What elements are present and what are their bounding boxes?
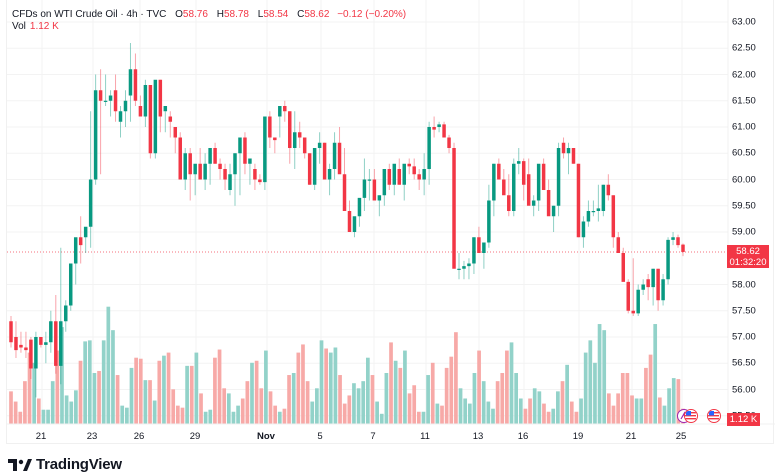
close-label: C	[297, 9, 305, 20]
price-tick-label: 60.00	[732, 174, 756, 185]
symbol-name[interactable]: CFDs on WTI Crude Oil	[12, 9, 118, 20]
legend-separator: ·	[120, 9, 124, 20]
close-value: 58.62	[304, 9, 330, 20]
interval-label[interactable]: 4h	[126, 9, 138, 20]
date-tick-label: Nov	[257, 431, 275, 442]
date-tick-label: 26	[133, 431, 145, 442]
us-flag-event-icon[interactable]	[684, 409, 698, 423]
date-tick-label: 19	[572, 431, 584, 442]
source-label: TVC	[146, 9, 167, 20]
us-flag-event-icon[interactable]	[707, 409, 721, 423]
bar-countdown: 01:32:20	[729, 257, 767, 268]
price-tick-label: 61.50	[732, 95, 756, 107]
price-tick-label: 60.50	[732, 147, 756, 159]
date-tick-label: 7	[370, 431, 376, 442]
price-candles	[9, 43, 685, 398]
price-tick-label: 56.00	[732, 384, 756, 395]
price-tick-label: 62.50	[732, 42, 756, 54]
volume-label[interactable]: Vol	[12, 21, 26, 32]
volume-tag: 1.12 K	[727, 413, 760, 426]
volume-value: 1.12 K	[29, 21, 59, 32]
open-value: 58.76	[182, 9, 208, 20]
candlestick-chart[interactable]	[7, 0, 775, 444]
price-tick-label: 62.00	[732, 69, 756, 80]
low-value: 58.54	[263, 9, 289, 20]
legend-separator: ·	[140, 9, 144, 20]
current-price: 58.62	[736, 246, 760, 257]
price-tick-label: 63.00	[732, 16, 756, 28]
change-value: −0.12 (−0.20%)	[337, 9, 407, 20]
high-label: H	[216, 9, 224, 20]
date-tick-label: 25	[675, 431, 687, 442]
price-tick-label: 59.00	[732, 226, 756, 238]
price-tick-label: 58.00	[732, 279, 756, 290]
chart-frame[interactable]	[6, 0, 775, 444]
price-tick-label: 56.50	[732, 357, 756, 369]
open-label: O	[175, 9, 183, 20]
price-tick-label: 59.50	[732, 200, 756, 212]
price-tick-label: 57.00	[732, 331, 756, 343]
current-price-tag: 58.62 01:32:20	[727, 245, 769, 268]
date-tick-label: 21	[625, 431, 637, 442]
date-tick-label: 23	[86, 431, 98, 442]
price-tick-label: 57.50	[732, 305, 756, 317]
volume-legend: Vol 1.12 K	[12, 21, 59, 32]
tradingview-logo-icon	[8, 458, 32, 471]
volume-bars	[9, 306, 685, 424]
date-tick-label: 21	[35, 431, 47, 442]
date-tick-label: 11	[420, 431, 430, 442]
date-tick-label: 29	[189, 431, 201, 442]
date-tick-label: 16	[517, 431, 529, 442]
date-tick-label: 5	[317, 431, 323, 442]
brand-name: TradingView	[36, 456, 122, 473]
symbol-legend: CFDs on WTI Crude Oil · 4h · TVC O58.76 …	[12, 8, 406, 22]
high-value: 58.78	[223, 9, 249, 20]
low-label: L	[257, 9, 264, 20]
tradingview-logo[interactable]: TradingView	[8, 456, 122, 473]
price-tick-label: 61.00	[732, 121, 756, 133]
date-tick-label: 13	[472, 431, 484, 442]
